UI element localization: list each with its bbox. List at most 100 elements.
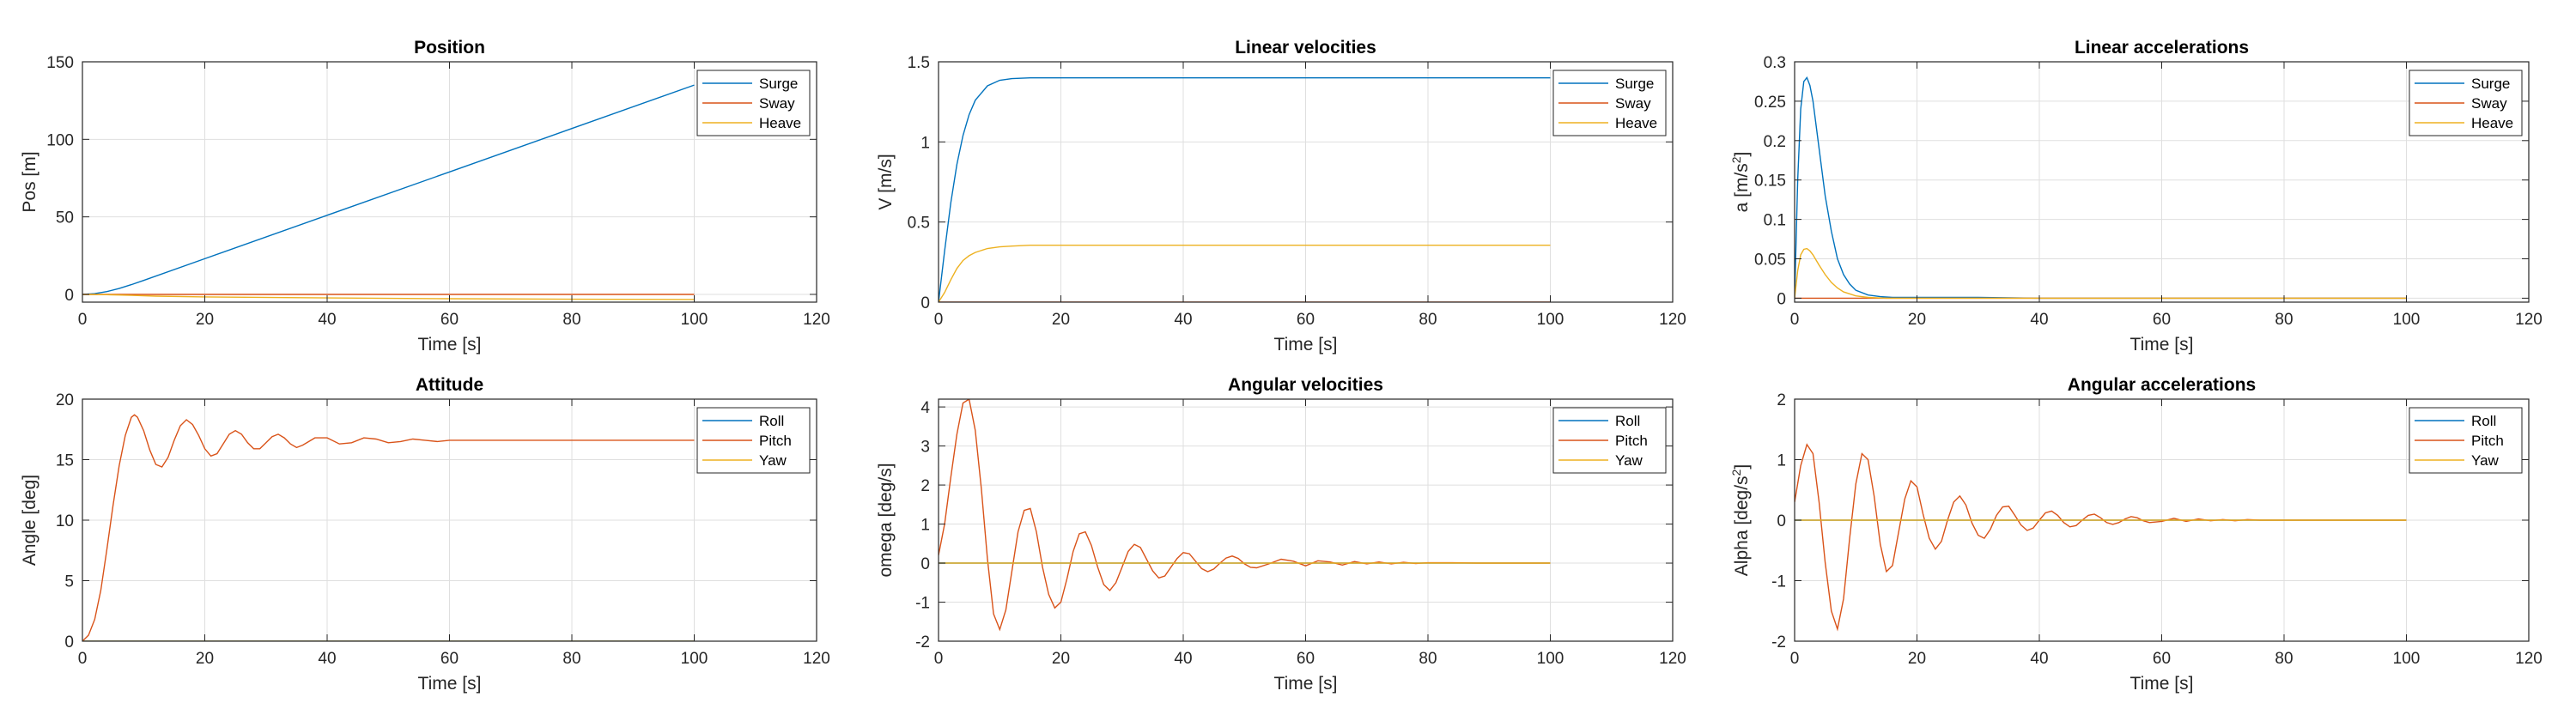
- y-axis-label-main: V [m/s]: [876, 154, 896, 209]
- legend-label-roll: Roll: [759, 413, 784, 429]
- chart-6: 0 20 40 60 80 100 120 -2 -1 0 1 2 Angular accelerati…: [1729, 375, 2543, 694]
- y-tick-label: 0.05: [1754, 251, 1786, 270]
- x-tick-label: 100: [1537, 650, 1564, 668]
- legend-box: [696, 407, 811, 474]
- legend-label-surge: Surge: [2471, 76, 2510, 92]
- y-tick-label: -2: [915, 633, 930, 651]
- x-axis-label: Time [s]: [2130, 674, 2194, 694]
- y-tick-label: 2: [920, 477, 930, 495]
- x-tick-label: 60: [1297, 311, 1315, 329]
- legend-label-pitch: Pitch: [1615, 433, 1648, 449]
- x-tick-label: 0: [934, 650, 944, 668]
- chart-4: 0 20 40 60 80 100 120 0 5 10 15 20 Attitude Time [s] A…: [20, 375, 830, 694]
- x-tick-label: 20: [1052, 311, 1070, 329]
- legend-label-yaw: Yaw: [1615, 452, 1643, 469]
- legend-label-heave: Heave: [759, 115, 801, 131]
- y-axis-label-superscript: 2: [1729, 156, 1743, 163]
- x-tick-label: 100: [2393, 311, 2421, 329]
- x-tick-label: 60: [2153, 311, 2171, 329]
- y-tick-label: 0: [920, 294, 930, 312]
- legend-label-heave: Heave: [1615, 115, 1657, 131]
- series-line-pitch: [939, 399, 1551, 632]
- x-tick-label: 120: [1659, 650, 1686, 668]
- y-tick-label: 0: [64, 287, 74, 305]
- x-axis-label: Time [s]: [1274, 674, 1338, 694]
- y-axis-label: a [m/s2]: [1729, 152, 1752, 213]
- legend-label-surge: Surge: [759, 76, 798, 92]
- chart-title: Attitude: [416, 375, 483, 395]
- legend-label-surge: Surge: [1615, 76, 1654, 92]
- x-tick-label: 60: [440, 311, 459, 329]
- x-axis-label: Time [s]: [2130, 335, 2194, 354]
- x-tick-label: 20: [1908, 311, 1926, 329]
- chart-1: 0 20 40 60 80 100 120 0 50 100 150 Position Time [s]…: [20, 38, 830, 354]
- x-tick-label: 80: [1419, 311, 1437, 329]
- y-tick-label: 150: [46, 54, 74, 72]
- x-tick-label: 60: [440, 650, 459, 668]
- y-axis-label: Angle [deg]: [20, 475, 39, 566]
- y-tick-label: 5: [64, 573, 74, 591]
- y-tick-label: 2: [1777, 391, 1786, 409]
- x-tick-label: 0: [1790, 650, 1800, 668]
- y-axis-label-suffix: ]: [1732, 152, 1752, 157]
- legend-label-sway: Sway: [759, 95, 795, 112]
- x-tick-label: 40: [2030, 650, 2048, 668]
- y-axis-label-main: Angle [deg]: [20, 475, 39, 566]
- legend-label-sway: Sway: [1615, 95, 1651, 112]
- y-tick-label: 0.5: [908, 215, 930, 233]
- series-line-heave: [1795, 247, 2407, 300]
- legend: Surge Sway Heave: [696, 70, 811, 136]
- legend-label-pitch: Pitch: [759, 433, 792, 449]
- x-tick-label: 40: [318, 311, 336, 329]
- x-tick-label: 80: [562, 311, 580, 329]
- legend-label-roll: Roll: [2471, 413, 2496, 429]
- series-line-pitch: [82, 414, 695, 641]
- y-axis-label-main: a [m/s: [1732, 163, 1752, 212]
- x-tick-label: 0: [1790, 311, 1800, 329]
- x-tick-label: 0: [934, 311, 944, 329]
- x-tick-label: 80: [1419, 650, 1437, 668]
- y-axis-label: Pos [m]: [20, 151, 39, 212]
- legend: Roll Pitch Yaw: [696, 407, 811, 474]
- chart-title: Angular accelerations: [2068, 375, 2256, 395]
- chart-3: 0 20 40 60 80 100 120 0 0.05 0.1 0.15 0.2 0.25 0.3 Lin…: [1729, 38, 2543, 354]
- legend-label-yaw: Yaw: [759, 452, 787, 469]
- legend-label-yaw: Yaw: [2471, 452, 2500, 469]
- x-tick-label: 20: [196, 311, 214, 329]
- x-tick-label: 120: [2515, 650, 2543, 668]
- x-tick-label: 120: [803, 311, 830, 329]
- x-tick-label: 20: [196, 650, 214, 668]
- y-tick-label: 100: [46, 131, 74, 149]
- chart-title: Position: [414, 38, 485, 58]
- y-tick-label: 0.1: [1764, 212, 1786, 230]
- y-tick-label: 0: [1777, 290, 1786, 308]
- x-tick-label: 40: [1174, 311, 1192, 329]
- y-tick-label: 0: [1777, 512, 1786, 530]
- y-tick-label: 1: [920, 134, 930, 152]
- legend: Surge Sway Heave: [2409, 70, 2523, 136]
- x-tick-label: 40: [2030, 311, 2048, 329]
- x-tick-label: 120: [2515, 311, 2543, 329]
- legend: Roll Pitch Yaw: [2409, 407, 2523, 474]
- x-tick-label: 120: [803, 650, 830, 668]
- legend-label-pitch: Pitch: [2471, 433, 2504, 449]
- x-tick-label: 80: [2275, 311, 2293, 329]
- x-tick-label: 40: [318, 650, 336, 668]
- x-tick-label: 80: [2275, 650, 2293, 668]
- chart-title: Linear velocities: [1235, 38, 1376, 58]
- y-tick-label: 0.2: [1764, 133, 1786, 151]
- series-line-surge: [939, 76, 1551, 302]
- x-tick-label: 100: [2393, 650, 2421, 668]
- x-tick-label: 20: [1908, 650, 1926, 668]
- y-tick-label: 1: [1777, 452, 1786, 470]
- y-tick-label: 20: [56, 391, 74, 409]
- legend: Roll Pitch Yaw: [1552, 407, 1667, 474]
- y-axis-label-main: Pos [m]: [20, 151, 39, 212]
- legend-label-heave: Heave: [2471, 115, 2513, 131]
- x-axis-label: Time [s]: [418, 335, 482, 354]
- legend: Surge Sway Heave: [1552, 70, 1667, 136]
- x-tick-label: 60: [2153, 650, 2171, 668]
- y-axis-label-main: omega [deg/s]: [876, 463, 896, 577]
- x-tick-label: 120: [1659, 311, 1686, 329]
